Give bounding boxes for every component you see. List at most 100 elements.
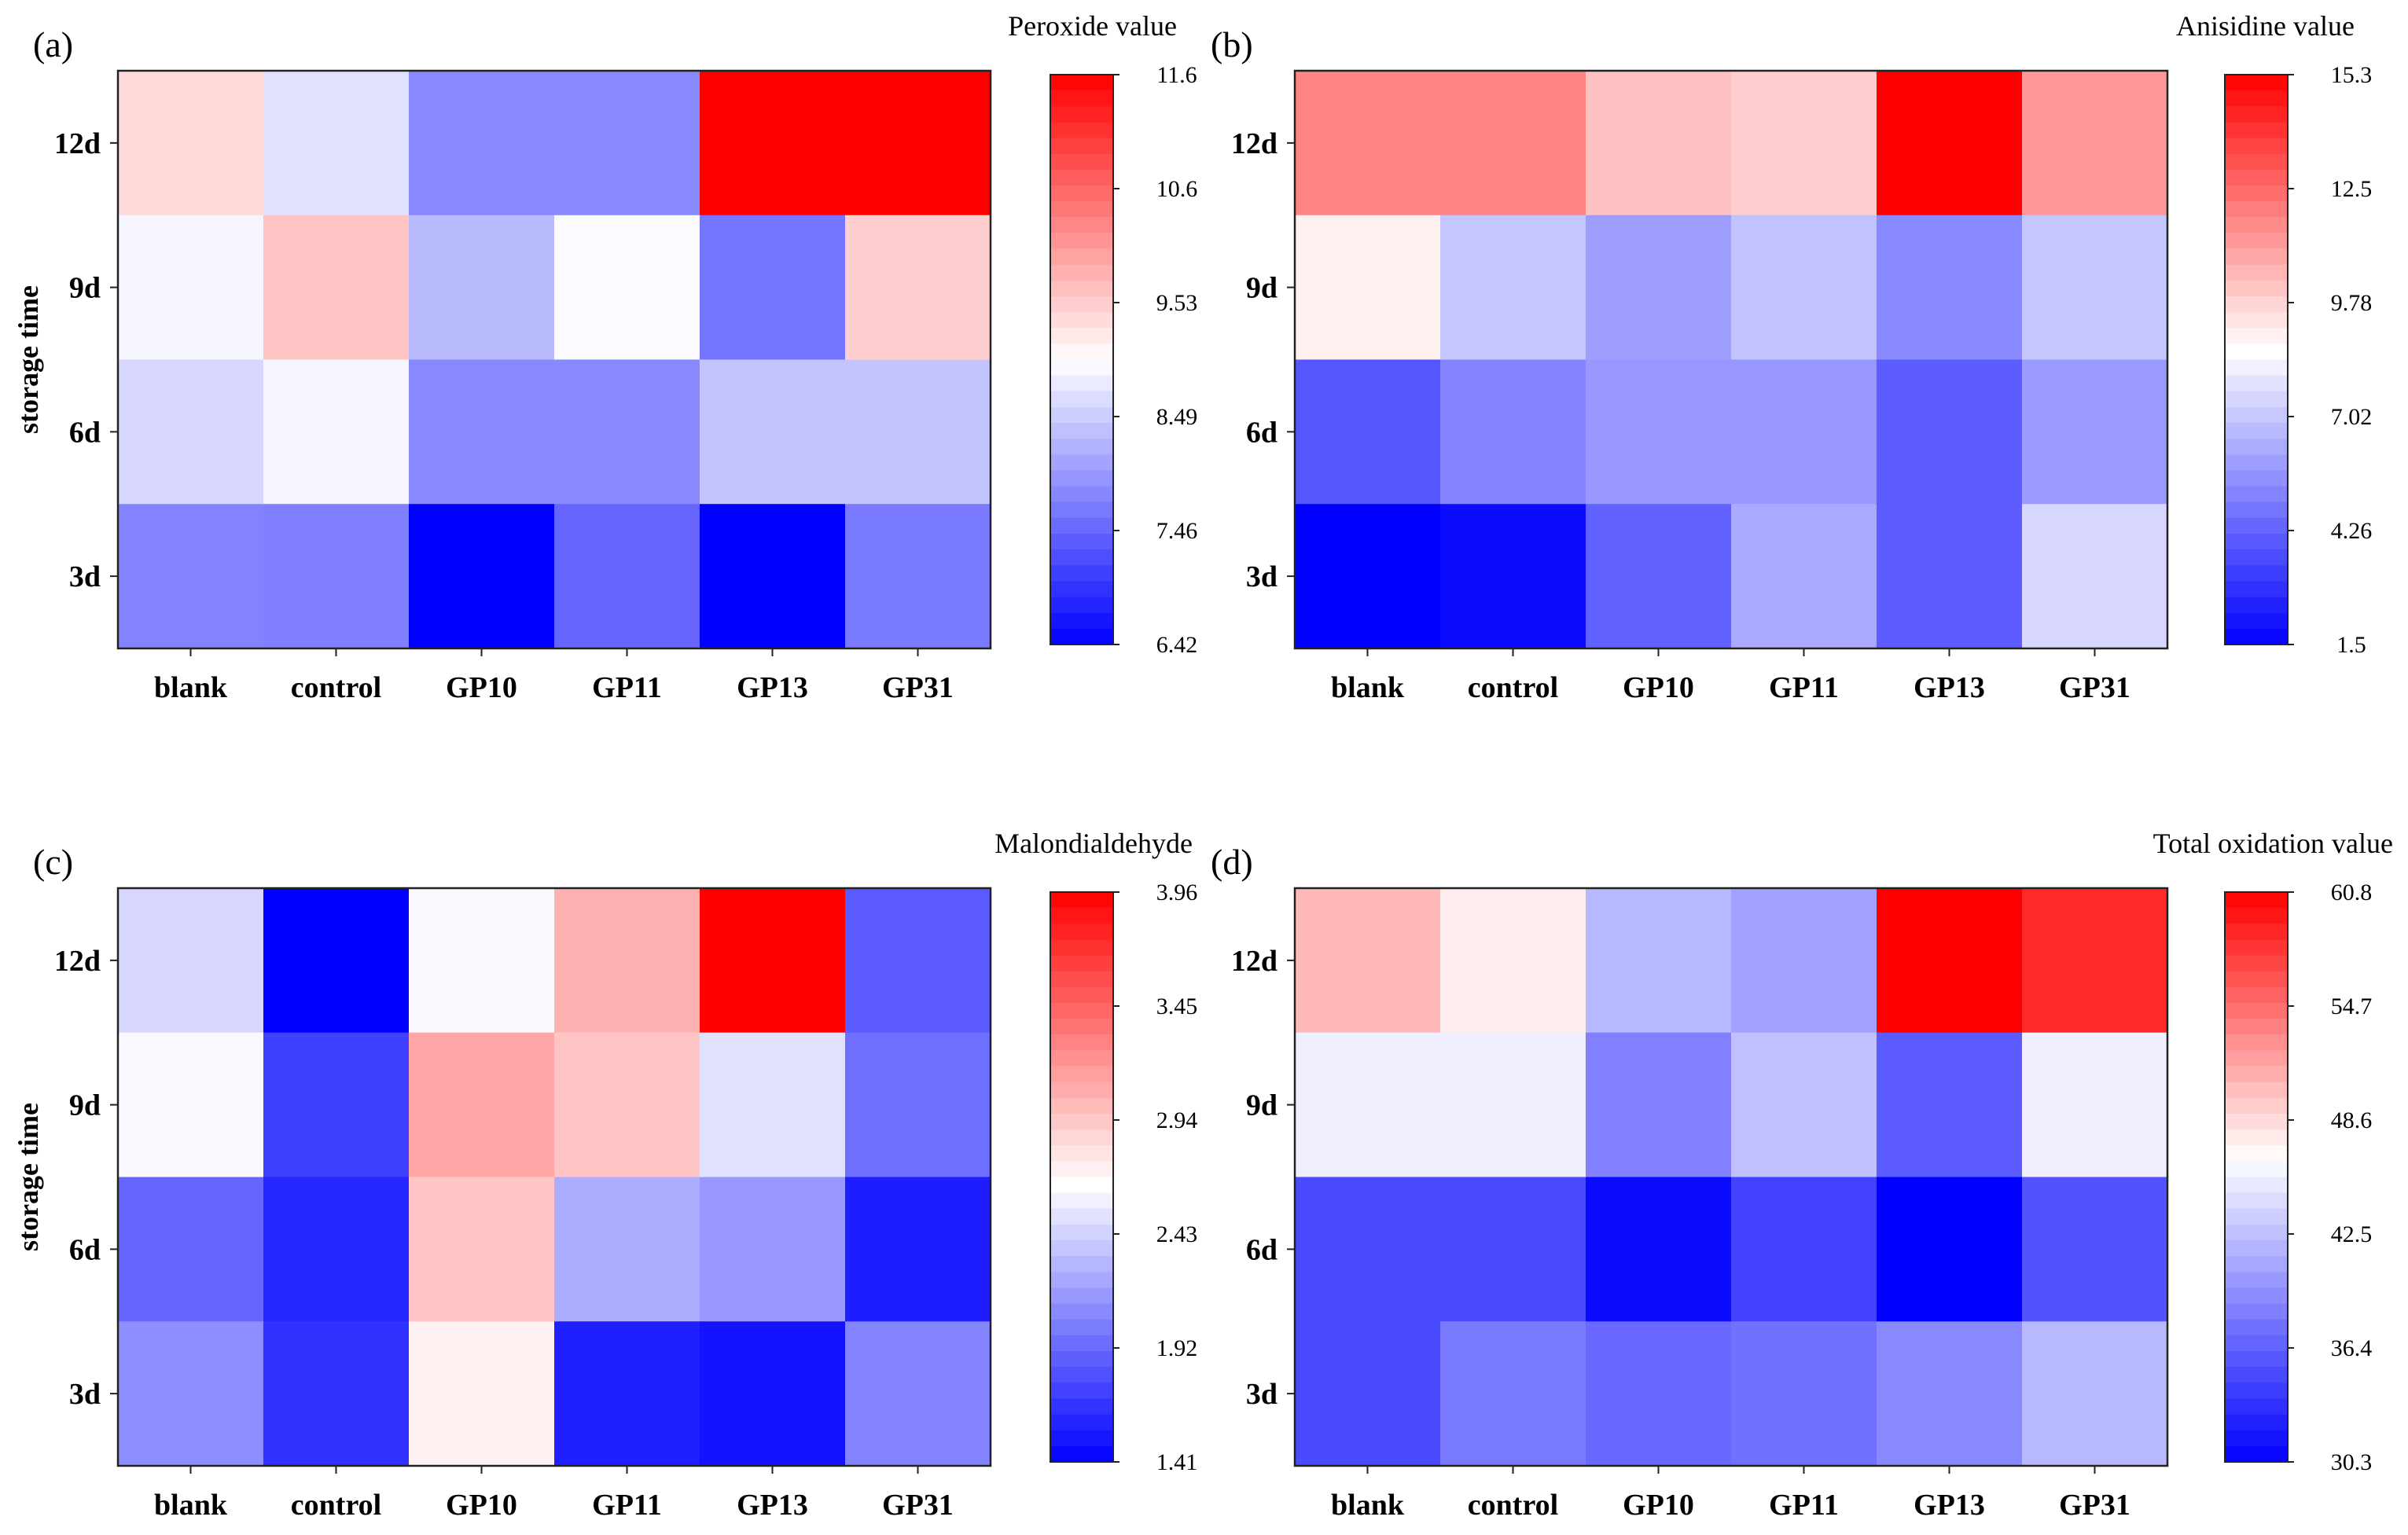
colorbar-step — [2225, 971, 2288, 988]
heatmap-cell — [263, 215, 410, 361]
x-tick-label: GP11 — [592, 1489, 662, 1522]
heatmap-cell — [263, 359, 410, 505]
colorbar-step — [1050, 1335, 1113, 1352]
heatmap-cell — [1440, 1032, 1586, 1178]
colorbar-step — [2225, 924, 2288, 941]
colorbar-step — [1050, 201, 1113, 218]
colorbar-step — [1050, 454, 1113, 472]
heatmap-cell — [1440, 888, 1586, 1034]
colorbar-tick-label: 1.41 — [1156, 1449, 1198, 1475]
colorbar-step — [1050, 1256, 1113, 1272]
colorbar-step — [2225, 939, 2288, 957]
heatmap-cell — [409, 359, 555, 505]
colorbar-step — [2225, 1066, 2288, 1083]
x-tick-label: GP31 — [882, 671, 954, 704]
colorbar-tick-label: 10.6 — [1156, 176, 1198, 202]
colorbar-step — [2225, 185, 2288, 202]
heatmap-cell — [1877, 504, 2023, 649]
colorbar-step — [2225, 343, 2288, 361]
x-tick-label: GP11 — [1769, 1489, 1839, 1522]
y-tick-label: 3d — [1246, 560, 1278, 593]
heatmap-cell — [845, 1032, 991, 1178]
colorbar-step — [2225, 1240, 2288, 1257]
heatmap-cell — [554, 359, 700, 505]
x-tick-label: GP10 — [1623, 671, 1694, 704]
heatmap-cell — [1877, 71, 2023, 216]
heatmap-cell — [2022, 1032, 2168, 1178]
heatmap-cell — [1586, 1032, 1732, 1178]
colorbar-tick-label: 30.3 — [2331, 1449, 2373, 1475]
colorbar-step — [2225, 264, 2288, 281]
colorbar-frame — [1050, 891, 1114, 1463]
y-tick-label: 12d — [54, 127, 101, 160]
heatmap-cell — [409, 215, 555, 361]
panel-3: blank control GP10 GP11 GP13 GP31 12d 9d 6d 3d sto… — [13, 828, 1197, 1522]
colorbar-step — [2225, 1367, 2288, 1383]
colorbar-tick-label: 9.78 — [2331, 290, 2373, 316]
x-tick-label: control — [291, 671, 381, 704]
heatmap-frame — [116, 887, 992, 1467]
panel-4: blank control GP10 GP11 GP13 GP31 12d 9d 6d 3d (d)… — [1211, 828, 2393, 1522]
heatmap-cell — [845, 504, 991, 649]
colorbar-step — [2225, 955, 2288, 972]
colorbar-step — [2225, 122, 2288, 139]
colorbar-step — [1050, 1351, 1113, 1368]
colorbar-step — [1050, 1192, 1113, 1210]
colorbar-tick-label: 12.5 — [2331, 176, 2373, 202]
heatmap-cell — [554, 215, 700, 361]
colorbar-step — [2225, 1145, 2288, 1162]
colorbar-step — [1050, 75, 1113, 91]
colorbar-step — [1050, 1002, 1113, 1019]
heatmap-cell — [1731, 359, 1877, 505]
colorbar-step — [1050, 955, 1113, 972]
heatmap-cell — [1295, 1032, 1441, 1178]
panel-label: (c) — [33, 842, 73, 882]
colorbar-step — [2225, 1208, 2288, 1225]
colorbar-step — [1050, 280, 1113, 297]
heatmap-cell — [1295, 1321, 1441, 1467]
heatmap-cell — [1731, 888, 1877, 1034]
heatmap-cell — [845, 1177, 991, 1322]
colorbar-step — [1050, 90, 1113, 107]
colorbar-tick-label: 36.4 — [2331, 1335, 2373, 1361]
colorbar-step — [1050, 138, 1113, 155]
heatmap-cell — [263, 504, 410, 649]
heatmap-cell — [263, 71, 410, 216]
colorbar-step — [1050, 406, 1113, 424]
colorbar-step — [1050, 1240, 1113, 1257]
colorbar-tick-label: 60.8 — [2331, 880, 2373, 905]
heatmap-cell — [2022, 71, 2168, 216]
x-tick-label: GP31 — [2059, 1489, 2130, 1522]
colorbar-step — [2225, 1319, 2288, 1336]
y-tick-label: 12d — [1231, 945, 1278, 978]
colorbar-step — [1050, 1383, 1113, 1400]
colorbar-step — [2225, 1177, 2288, 1194]
x-tick-label: blank — [1331, 1489, 1405, 1522]
colorbar-step — [2225, 439, 2288, 455]
colorbar-step — [2225, 1398, 2288, 1416]
colorbar-step — [1050, 439, 1113, 455]
colorbar-step — [1050, 1430, 1113, 1447]
colorbar-step — [1050, 549, 1113, 566]
colorbar-tick-label: 7.02 — [2331, 404, 2373, 430]
heatmap-cell — [1295, 1177, 1441, 1322]
colorbar-step — [2225, 169, 2288, 186]
colorbar-step — [2225, 406, 2288, 424]
colorbar-tick-label: 1.5 — [2336, 632, 2366, 658]
colorbar-step — [2225, 597, 2288, 614]
x-tick-label: GP13 — [1914, 1489, 1985, 1522]
colorbar-step — [1050, 486, 1113, 503]
colorbar-step — [1050, 597, 1113, 614]
heatmap-cell — [1586, 504, 1732, 649]
y-tick-label: 6d — [1246, 416, 1278, 449]
colorbar-step — [1050, 908, 1113, 924]
colorbar-step — [2225, 217, 2288, 233]
heatmap-cell — [2022, 1177, 2168, 1322]
heatmap-cell — [1440, 359, 1586, 505]
colorbar-tick-label: 2.43 — [1156, 1221, 1198, 1247]
heatmap-cell — [1440, 215, 1586, 361]
heatmap-cell — [1586, 215, 1732, 361]
heatmap-cell — [845, 1321, 991, 1467]
colorbar-step — [2225, 1161, 2288, 1178]
colorbar-step — [2225, 581, 2288, 598]
